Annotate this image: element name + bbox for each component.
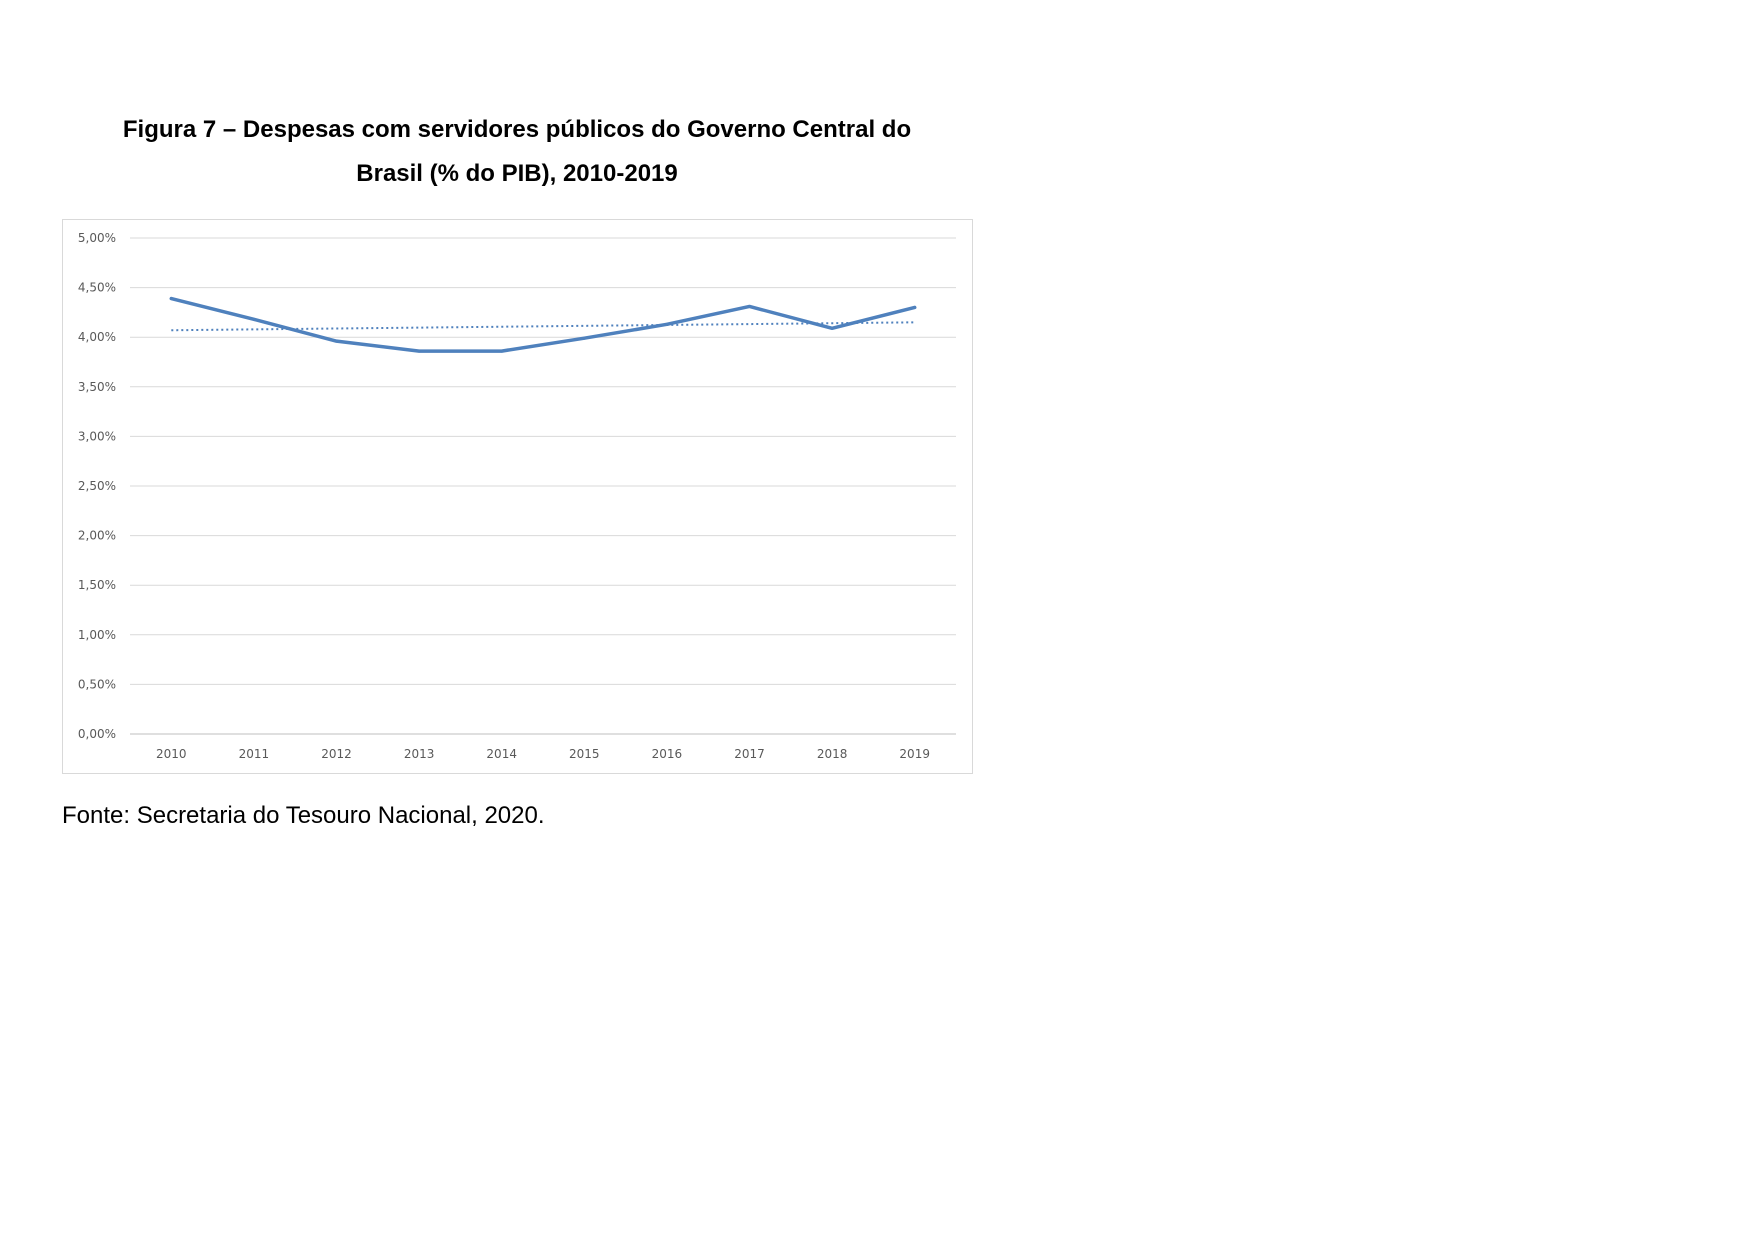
y-tick-label: 1,50% [78, 578, 116, 592]
line-chart: 0,00% 0,50% 1,00% 1,50% 2,00% 2,50% 3,00% 3,50%… [62, 219, 973, 774]
y-tick-label: 4,00% [78, 330, 116, 344]
y-tick-label: 0,50% [78, 677, 116, 691]
x-tick-label: 2016 [652, 747, 683, 761]
data-point [335, 339, 338, 343]
data-point [665, 322, 669, 326]
data-point [252, 317, 256, 321]
data-point [748, 304, 751, 308]
trendline [171, 321, 915, 332]
x-tick-label: 2018 [817, 747, 848, 761]
y-tick-label: 5,00% [78, 231, 116, 245]
data-point [582, 336, 586, 340]
y-tick-label: 0,00% [78, 727, 116, 741]
data-point [913, 305, 917, 309]
y-tick-label: 4,50% [78, 281, 116, 295]
data-point [417, 349, 421, 353]
figure-title-line-2: Brasil (% do PIB), 2010-2019 [356, 160, 678, 187]
figure-title-line-1: Figura 7 – Despesas com servidores públi… [122, 116, 912, 143]
figure-source: Fonte: Secretaria do Tesouro Nacional, 2… [62, 802, 545, 829]
x-tick-label: 2012 [321, 747, 352, 761]
x-tick-label: 2013 [404, 747, 435, 761]
data-point [500, 349, 504, 353]
x-tick-label: 2017 [734, 747, 765, 761]
data-point [169, 297, 173, 301]
x-tick-label: 2010 [156, 747, 187, 761]
series-line [169, 296, 917, 353]
y-tick-label: 3,00% [78, 429, 116, 443]
y-tick-label: 3,50% [78, 380, 116, 394]
x-tick-label: 2019 [899, 747, 930, 761]
chart-canvas: 0,00% 0,50% 1,00% 1,50% 2,00% 2,50% 3,00% 3,50%… [78, 231, 956, 761]
y-tick-label: 2,00% [78, 529, 116, 543]
y-tick-label: 1,00% [78, 628, 116, 642]
x-tick-label: 2015 [569, 747, 600, 761]
figure-title: Figura 7 – Despesas com servidores públi… [62, 108, 972, 196]
data-point [830, 326, 834, 330]
x-tick-label: 2011 [239, 747, 270, 761]
x-tick-label: 2014 [486, 747, 517, 761]
y-tick-label: 2,50% [78, 479, 116, 493]
